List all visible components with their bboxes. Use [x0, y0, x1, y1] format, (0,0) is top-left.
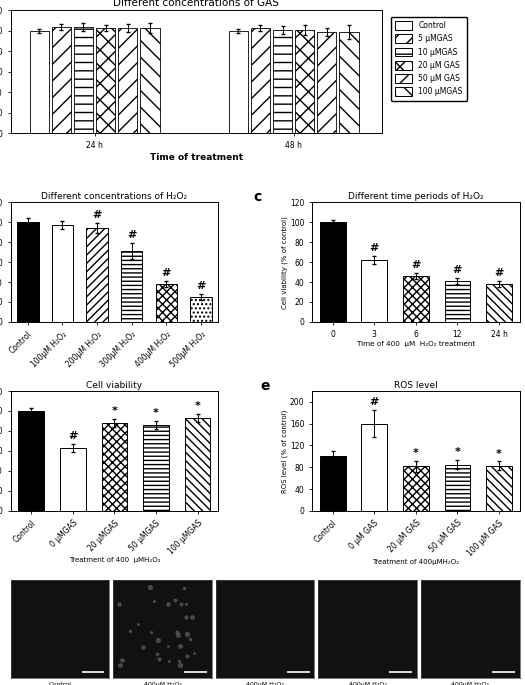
Text: *: *	[195, 401, 201, 411]
Text: #: #	[453, 265, 462, 275]
Bar	[60, 448, 86, 511]
Bar	[486, 284, 512, 322]
Title: Different concentrations of GAS: Different concentrations of GAS	[113, 0, 279, 8]
Text: e: e	[260, 379, 269, 393]
Y-axis label: ROS level (% of control): ROS level (% of control)	[282, 409, 288, 493]
Bar	[250, 27, 270, 133]
Text: *: *	[496, 449, 502, 458]
Bar	[18, 411, 44, 511]
X-axis label: Control: Control	[48, 682, 71, 685]
X-axis label: Treatment of 400μMH₂O₂: Treatment of 400μMH₂O₂	[372, 559, 459, 565]
Bar	[190, 297, 212, 322]
Bar	[118, 27, 138, 133]
X-axis label: 400μM H₂O₂
+20μM GAS: 400μM H₂O₂ +20μM GAS	[246, 682, 284, 685]
X-axis label: 400μM H₂O₂: 400μM H₂O₂	[143, 682, 182, 685]
Bar	[295, 29, 314, 133]
Bar	[155, 284, 177, 322]
Text: c: c	[254, 190, 262, 204]
Bar	[121, 251, 142, 322]
Text: #: #	[92, 210, 102, 220]
Text: *: *	[413, 448, 419, 458]
Bar	[101, 423, 128, 511]
Text: #: #	[127, 230, 136, 240]
Text: *: *	[111, 406, 118, 416]
Bar	[445, 281, 470, 322]
Text: #: #	[494, 268, 503, 278]
Title: Different time periods of H₂O₂: Different time periods of H₂O₂	[348, 192, 484, 201]
Bar	[143, 425, 169, 511]
Bar	[52, 225, 73, 322]
Bar	[228, 31, 248, 133]
X-axis label: Time of treatment: Time of treatment	[150, 153, 243, 162]
Text: #: #	[68, 431, 78, 441]
Bar	[96, 27, 116, 133]
Bar	[317, 32, 337, 133]
X-axis label: Treatment of 400  μMH₂O₂: Treatment of 400 μMH₂O₂	[69, 558, 160, 564]
X-axis label: 400μM H₂O₂
+100μM GAS: 400μM H₂O₂ +100μM GAS	[450, 682, 491, 685]
Title: Different concentrations of H₂O₂: Different concentrations of H₂O₂	[41, 192, 187, 201]
Bar	[320, 222, 345, 322]
Bar	[403, 466, 429, 511]
Bar	[17, 222, 38, 322]
Bar	[339, 32, 359, 133]
Bar	[445, 464, 470, 511]
Text: #: #	[162, 268, 171, 278]
X-axis label: Time of 400  μM  H₂O₂ treatment: Time of 400 μM H₂O₂ treatment	[356, 341, 475, 347]
Text: #: #	[370, 397, 379, 408]
Bar	[361, 260, 387, 322]
Y-axis label: Cell viability (% of control): Cell viability (% of control)	[282, 216, 288, 308]
Bar	[87, 228, 108, 322]
Title: Cell viability: Cell viability	[87, 382, 142, 390]
Bar	[320, 456, 345, 511]
Bar	[403, 276, 429, 322]
Text: *: *	[455, 447, 460, 458]
Text: #: #	[411, 260, 421, 270]
Text: *: *	[153, 408, 159, 418]
Text: #: #	[196, 281, 206, 291]
Bar	[486, 466, 512, 511]
Legend: Control, 5 μMGAS, 10 μMGAS, 20 μM GAS, 50 μM GAS, 100 μMGAS: Control, 5 μMGAS, 10 μMGAS, 20 μM GAS, 5…	[391, 16, 467, 101]
Bar	[361, 424, 387, 511]
Bar	[29, 31, 49, 133]
Bar	[273, 29, 292, 133]
X-axis label: 400μM H₂O₂
+50μM GAS: 400μM H₂O₂ +50μM GAS	[349, 682, 387, 685]
Title: ROS level: ROS level	[394, 382, 438, 390]
Bar	[51, 27, 71, 133]
Bar	[74, 27, 93, 133]
Text: #: #	[370, 243, 379, 253]
Bar	[185, 418, 211, 511]
Bar	[140, 27, 160, 133]
